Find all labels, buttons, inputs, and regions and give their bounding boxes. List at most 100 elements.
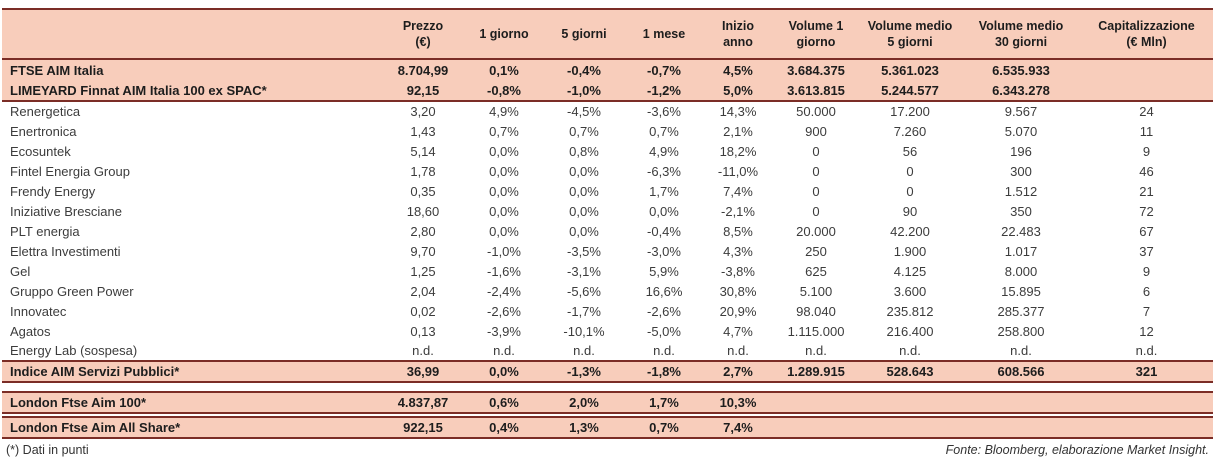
value-cell: 5,0%	[702, 80, 774, 102]
column-header: Prezzo (€)	[380, 8, 466, 60]
value-cell: 9	[1142, 263, 1151, 279]
value-cell: 22.483	[1001, 223, 1041, 239]
value-cell: 1.900	[893, 243, 927, 259]
row-label-cell: Innovatec	[10, 303, 67, 319]
value-cell: 0,8%	[569, 143, 599, 159]
value-cell: -3,6%	[647, 104, 681, 119]
value-cell: 1,25	[410, 263, 436, 279]
value-cell: 4,9%	[489, 104, 519, 119]
value-cell: 285.377	[997, 303, 1045, 319]
value-cell: -3,0%	[647, 243, 681, 259]
aim-italia-table: Prezzo (€) 1 giorno 5 giorni 1 mese Inizio a…	[2, 8, 1213, 439]
value-cell: -2,6%	[487, 303, 521, 319]
value-cell: -0,4%	[647, 223, 681, 239]
column-header: 1 mese	[626, 8, 702, 60]
value-cell: 2,1%	[723, 123, 753, 139]
value-cell: 18,2%	[719, 143, 757, 159]
value-cell: 0,4%	[466, 416, 542, 439]
value-cell: 1.512	[1004, 183, 1038, 199]
value-cell: -0,8%	[466, 80, 542, 102]
value-cell: 14,3%	[719, 104, 757, 119]
value-cell: -11,0%	[717, 163, 759, 179]
value-cell: 922,15	[380, 416, 466, 439]
value-cell: n.d.	[899, 343, 921, 358]
value-cell: 42.200	[890, 223, 930, 239]
value-cell: 528.643	[858, 360, 962, 383]
value-cell: 3,20	[410, 104, 436, 119]
table-row: Indice AIM Servizi Pubblici* 36,99 0,0% -1,…	[2, 360, 1213, 383]
value-cell: 5,14	[410, 143, 436, 159]
value-cell: 0,0%	[649, 203, 679, 219]
value-cell: -3,1%	[567, 263, 601, 279]
value-cell	[1080, 391, 1213, 414]
value-cell: 0,7%	[489, 123, 519, 139]
value-cell: -5,0%	[647, 323, 681, 339]
table-row: Innovatec 0,02 -2,6% -1,7% -2,6% 20,9% 98.040 2…	[2, 301, 1213, 321]
row-label-cell: Gruppo Green Power	[10, 283, 134, 299]
value-cell: 0,35	[410, 183, 436, 199]
value-cell: 18,60	[406, 203, 440, 219]
table-row: Renergetica 3,20 4,9% -4,5% -3,6% 14,3% 50.000…	[2, 101, 1213, 121]
value-cell: 0,0%	[489, 183, 519, 199]
value-cell: 0,0%	[466, 360, 542, 383]
value-cell: 0,6%	[466, 391, 542, 414]
value-cell: 0,0%	[569, 163, 599, 179]
spacer-row	[2, 382, 1213, 392]
spacer-row	[2, 413, 1213, 417]
value-cell: 0,7%	[626, 416, 702, 439]
value-cell: 30,8%	[719, 283, 757, 299]
value-cell: 20.000	[796, 223, 836, 239]
value-cell: 216.400	[886, 323, 934, 339]
column-header: Inizio anno	[702, 8, 774, 60]
table-row: LIMEYARD Finnat AIM Italia 100 ex SPAC* 9…	[2, 80, 1213, 102]
value-cell: 8,5%	[723, 223, 753, 239]
value-cell: 5.244.577	[858, 80, 962, 102]
table-row: Enertronica 1,43 0,7% 0,7% 0,7% 2,1% 900 7.260 5…	[2, 121, 1213, 141]
value-cell: 0,0%	[489, 163, 519, 179]
value-cell: 5.361.023	[858, 59, 962, 80]
value-cell: n.d.	[1010, 343, 1032, 358]
value-cell: n.d.	[493, 343, 515, 358]
value-cell	[774, 416, 858, 439]
row-label-cell: Energy Lab (sospesa)	[10, 343, 138, 358]
value-cell	[774, 391, 858, 414]
value-cell: 21	[1139, 183, 1154, 199]
row-label-cell: Agatos	[10, 323, 51, 339]
value-cell: -1,8%	[626, 360, 702, 383]
value-cell: 0,0%	[569, 203, 599, 219]
value-cell: 50.000	[796, 104, 836, 119]
value-cell: 8.704,99	[380, 59, 466, 80]
value-cell: 250	[805, 243, 827, 259]
column-header: 5 giorni	[542, 8, 626, 60]
value-cell: -3,8%	[721, 263, 755, 279]
value-cell: 1,78	[410, 163, 436, 179]
value-cell: 7,4%	[723, 183, 753, 199]
table-footer: (*) Dati in punti Fonte: Bloomberg, elab…	[2, 439, 1213, 457]
value-cell: 7,4%	[702, 416, 774, 439]
column-header: Volume 1 giorno	[774, 8, 858, 60]
row-label-cell: Elettra Investimenti	[10, 243, 121, 259]
value-cell: -4,5%	[567, 104, 601, 119]
table-row: Gel 1,25 -1,6% -3,1% 5,9% -3,8% 625 4.125 8.000 9	[2, 261, 1213, 281]
row-label-cell: Enertronica	[10, 123, 77, 139]
value-cell: -2,6%	[647, 303, 681, 319]
column-header: Volume medio 5 giorni	[858, 8, 962, 60]
value-cell: 4,7%	[723, 323, 753, 339]
header-row: Prezzo (€) 1 giorno 5 giorni 1 mese Inizio a…	[2, 8, 1213, 60]
value-cell: 1.289.915	[774, 360, 858, 383]
table-row: Elettra Investimenti 9,70 -1,0% -3,5% -3,0% 4…	[2, 241, 1213, 261]
row-label-cell: London Ftse Aim All Share*	[2, 416, 380, 439]
row-label-cell: Frendy Energy	[10, 183, 96, 199]
value-cell: 0,0%	[489, 223, 519, 239]
spacer-cell	[2, 413, 1213, 417]
spacer-cell	[2, 382, 1213, 392]
value-cell: 3.600	[893, 283, 927, 299]
value-cell: 46	[1139, 163, 1154, 179]
row-label-cell: Indice AIM Servizi Pubblici*	[2, 360, 380, 383]
row-label-cell: Ecosuntek	[10, 143, 71, 159]
value-cell: 16,6%	[645, 283, 683, 299]
value-cell: 7	[1142, 303, 1151, 319]
value-cell: 0	[812, 143, 820, 159]
value-cell	[858, 416, 962, 439]
